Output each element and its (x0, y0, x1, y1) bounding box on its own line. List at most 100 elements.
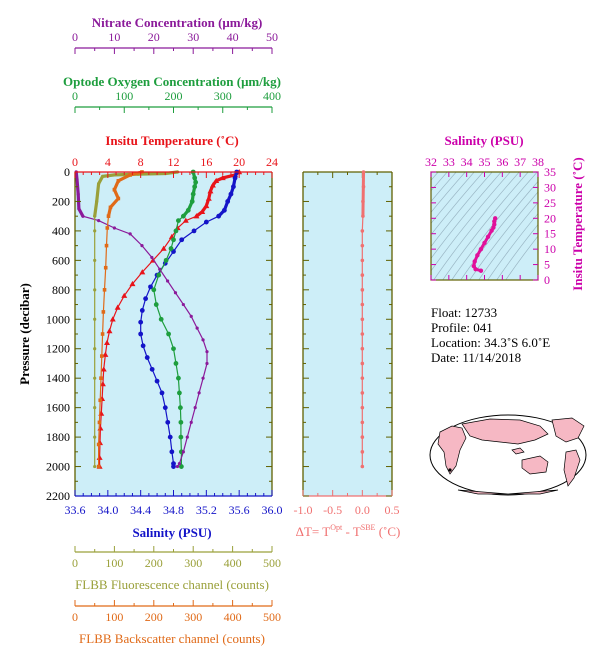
nitrate-point (81, 214, 85, 218)
optode-point (171, 237, 176, 243)
map-landmass (437, 425, 467, 475)
flbb-point (93, 258, 97, 262)
ts-salinity-tick-label: 34 (461, 155, 473, 169)
ts-salinity-tick-label: 36 (496, 155, 508, 169)
nitrate-point (201, 376, 205, 380)
delta-point (360, 317, 365, 322)
nitrate-point (150, 255, 154, 260)
pressure-tick-label: 200 (52, 194, 70, 208)
backscatter-axis-tick-label: 100 (105, 610, 123, 624)
nitrate-point (189, 420, 193, 424)
salinity-point (179, 237, 185, 243)
delta-point (360, 450, 365, 454)
nitrate-point (128, 232, 132, 236)
optode-point (178, 464, 184, 469)
salinity-point (231, 184, 236, 190)
flbb-point (104, 243, 109, 248)
ts-density-contour (431, 172, 484, 236)
salinity-point (171, 464, 176, 469)
optode-point (173, 228, 179, 234)
flbb-point (93, 376, 97, 380)
salinity-point (138, 331, 144, 337)
salinity-tick-label: 35.6 (229, 503, 250, 517)
optode-point (178, 434, 184, 440)
delta-point (360, 288, 365, 292)
flbb-point (103, 265, 108, 270)
insitu-point (139, 269, 146, 275)
flbb-point (95, 199, 99, 204)
salinity-point (191, 228, 197, 234)
nitrate-point (75, 177, 79, 181)
map-landmass (457, 489, 559, 495)
ts-plot-area (431, 172, 538, 280)
nitrate-point (205, 361, 209, 366)
insitu-point (160, 245, 167, 251)
salinity-point (143, 296, 148, 302)
flbb-point (106, 214, 111, 218)
pressure-tick-label: 2200 (46, 489, 70, 503)
flbb-point (93, 464, 97, 469)
insitu-point (213, 177, 220, 184)
temperature-tick-label: 20 (233, 155, 245, 169)
ts-temperature-tick-label: 10 (544, 242, 556, 256)
pressure-tick-label: 0 (64, 165, 70, 179)
salinity-point (149, 366, 155, 372)
ts-density-contour (431, 172, 502, 260)
ts-point (471, 263, 476, 269)
salinity-point (169, 449, 175, 455)
delta-point (360, 229, 365, 233)
ts-temperature-tick-label: 15 (544, 227, 556, 241)
fluorescence-axis-tick-label: 0 (72, 556, 78, 570)
backscatter-axis: 0 100 200 300 400 500 FLBB Backscatter channe… (72, 600, 281, 646)
pressure-tick-label: 1200 (46, 342, 70, 356)
optode-point (192, 175, 198, 181)
nitrate-point (205, 350, 209, 354)
nitrate-axis-tick-label: 20 (148, 30, 160, 44)
map-landmass (521, 455, 549, 475)
salinity-point (159, 390, 165, 396)
ts-salinity-tick-label: 33 (443, 155, 455, 169)
nitrate-point (97, 219, 101, 223)
insitu-point (114, 304, 121, 310)
temperature-tick-label: 4 (105, 155, 111, 169)
ts-point (472, 259, 477, 264)
insitu-point (109, 316, 116, 322)
backscatter-axis-tick-label: 0 (72, 610, 78, 624)
insitu-point (219, 174, 226, 181)
ts-density-contour (478, 202, 538, 280)
flbb-surface-line (93, 170, 179, 218)
insitu-point (193, 213, 200, 219)
map-landmass (511, 447, 525, 455)
flbb-point (93, 214, 97, 218)
optode-point (190, 191, 196, 197)
optode-point (192, 184, 198, 190)
ts-point (475, 253, 480, 258)
oxygen-axis-tick-label: 100 (115, 89, 133, 103)
salinity-tick-label: 36.0 (262, 503, 283, 517)
pressure-tick-label: 2000 (46, 460, 70, 474)
ts-density-contour (460, 180, 538, 280)
map-landmass (551, 417, 585, 443)
ts-density-contours (431, 172, 538, 280)
ts-salinity-tick-label: 35 (479, 155, 491, 169)
pressure-tick-label: 1400 (46, 371, 70, 385)
salinity-tick-label: 34.4 (130, 503, 151, 517)
pressure-tick-label: 1800 (46, 430, 70, 444)
nitrate-point (201, 338, 205, 342)
flbb-point (100, 332, 105, 336)
delta-point (360, 376, 365, 380)
pressure-tick-label: 800 (52, 283, 70, 297)
nitrate-point (165, 279, 170, 283)
flbb-point (93, 347, 97, 351)
map-landmass (563, 449, 581, 487)
flbb-point (108, 205, 113, 210)
nitrate-axis-label: Nitrate Concentration (μm/kg) (92, 15, 263, 30)
optode-point (166, 331, 171, 337)
optode-point (173, 361, 179, 366)
pressure-tick-label: 400 (52, 224, 70, 238)
delta-point (360, 435, 365, 439)
profile-number: Profile: 041 (431, 320, 493, 335)
ts-temperature-axis-label: Insitu Temperature (˚C) (570, 157, 585, 290)
ts-density-contour (431, 172, 493, 247)
